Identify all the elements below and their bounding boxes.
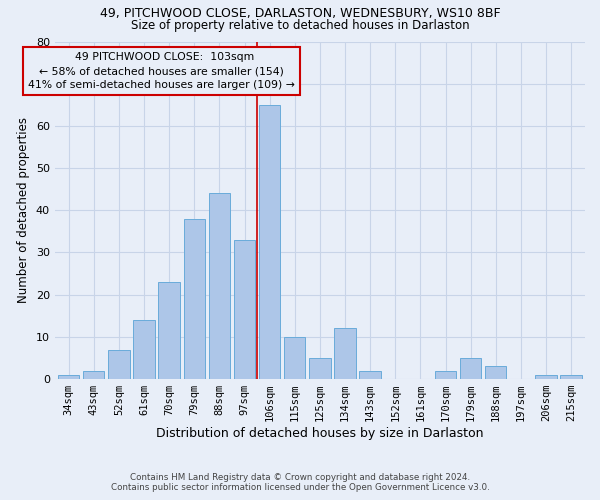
Bar: [133, 320, 155, 379]
Bar: [209, 194, 230, 379]
Bar: [108, 350, 130, 379]
Bar: [535, 375, 557, 379]
Bar: [83, 370, 104, 379]
Bar: [234, 240, 255, 379]
Bar: [334, 328, 356, 379]
Bar: [460, 358, 481, 379]
X-axis label: Distribution of detached houses by size in Darlaston: Distribution of detached houses by size …: [156, 427, 484, 440]
Bar: [58, 375, 79, 379]
Bar: [359, 370, 381, 379]
Bar: [184, 218, 205, 379]
Text: Contains HM Land Registry data © Crown copyright and database right 2024.
Contai: Contains HM Land Registry data © Crown c…: [110, 473, 490, 492]
Bar: [485, 366, 506, 379]
Y-axis label: Number of detached properties: Number of detached properties: [17, 118, 30, 304]
Text: 49 PITCHWOOD CLOSE:  103sqm
← 58% of detached houses are smaller (154)
41% of se: 49 PITCHWOOD CLOSE: 103sqm ← 58% of deta…: [28, 52, 295, 90]
Bar: [284, 337, 305, 379]
Bar: [158, 282, 180, 379]
Bar: [259, 105, 280, 379]
Bar: [309, 358, 331, 379]
Text: Size of property relative to detached houses in Darlaston: Size of property relative to detached ho…: [131, 18, 469, 32]
Text: 49, PITCHWOOD CLOSE, DARLASTON, WEDNESBURY, WS10 8BF: 49, PITCHWOOD CLOSE, DARLASTON, WEDNESBU…: [100, 8, 500, 20]
Bar: [560, 375, 582, 379]
Bar: [435, 370, 456, 379]
